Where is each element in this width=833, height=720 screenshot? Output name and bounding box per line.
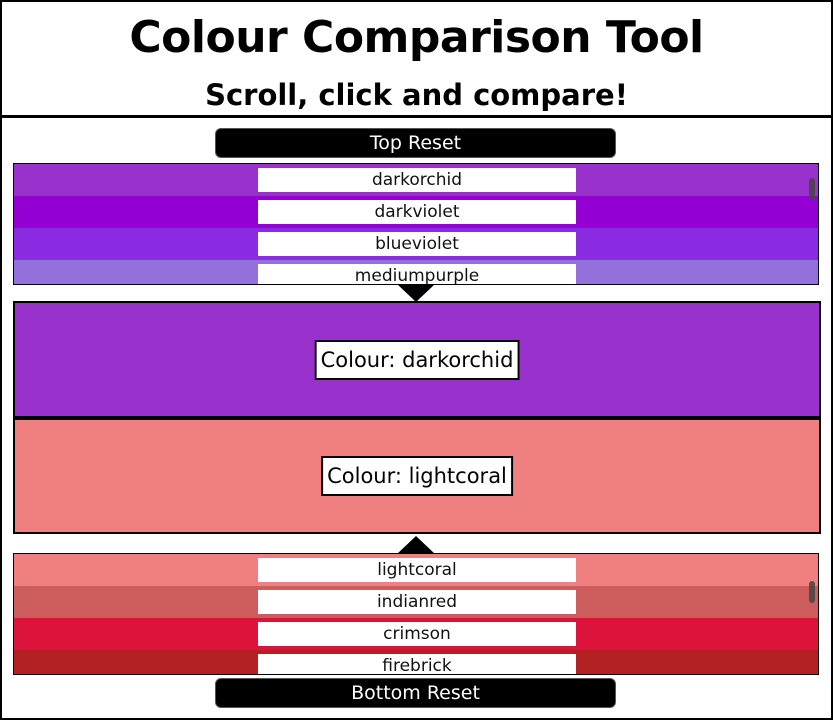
pointer-up-icon [397,536,435,554]
swatch-label: lightcoral [258,558,576,582]
compare-panel-bottom: Colour: lightcoral [13,418,821,534]
top-swatch-3[interactable]: mediumpurple [14,260,818,284]
compare-label-bottom: Colour: lightcoral [321,456,513,496]
top-swatch-1[interactable]: darkviolet [14,196,818,228]
swatch-label: darkviolet [258,200,576,224]
bottom-swatch-2[interactable]: crimson [14,618,818,650]
pointer-down-icon [397,284,435,302]
bottom-swatch-0[interactable]: lightcoral [14,554,818,586]
compare-panel-top: Colour: darkorchid [13,301,821,418]
top-list-scrollbar[interactable] [809,178,815,200]
swatch-label: firebrick [258,654,576,674]
header: Colour Comparison Tool Scroll, click and… [2,2,831,118]
top-colour-list[interactable]: darkorchid darkviolet blueviolet mediump… [13,163,819,285]
top-swatch-2[interactable]: blueviolet [14,228,818,260]
swatch-label: crimson [258,622,576,646]
swatch-label: darkorchid [258,168,576,192]
swatch-label: blueviolet [258,232,576,256]
page-title: Colour Comparison Tool [129,12,704,63]
page-subtitle: Scroll, click and compare! [205,78,628,112]
bottom-swatch-3[interactable]: firebrick [14,650,818,674]
swatch-label: mediumpurple [258,264,576,284]
swatch-label: indianred [258,590,576,614]
compare-label-top: Colour: darkorchid [314,339,520,380]
bottom-list-scrollbar[interactable] [809,581,815,603]
top-reset-button[interactable]: Top Reset [215,128,616,158]
bottom-reset-button[interactable]: Bottom Reset [215,678,616,708]
bottom-swatch-1[interactable]: indianred [14,586,818,618]
top-swatch-0[interactable]: darkorchid [14,164,818,196]
bottom-colour-list[interactable]: lightcoral indianred crimson firebrick [13,553,819,675]
